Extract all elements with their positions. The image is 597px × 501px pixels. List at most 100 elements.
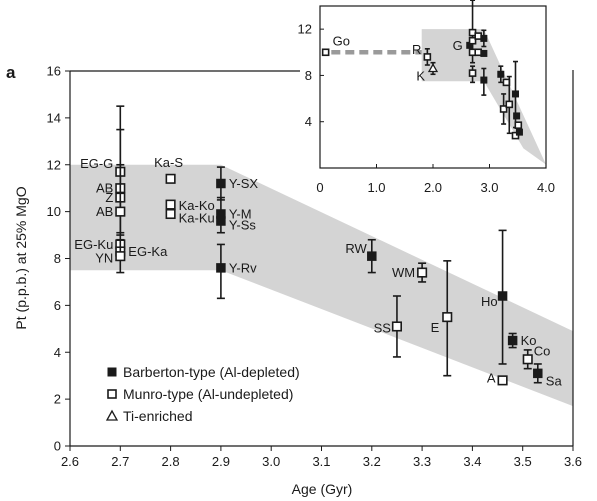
point-label: Y-SX	[229, 176, 258, 191]
inset-munro-point	[514, 121, 523, 129]
barberton-point-ko	[507, 335, 518, 346]
point-label: EG-G	[80, 156, 113, 171]
inset-point-label: Go	[333, 33, 350, 48]
x-tick-label: 3.3	[413, 454, 431, 469]
inset-munro-point	[321, 48, 330, 57]
legend-marker-munro	[107, 389, 117, 399]
munro-point-wm	[417, 267, 428, 278]
y-tick-label: 8	[54, 251, 61, 266]
x-tick-label: 3.0	[262, 454, 280, 469]
inset-x-tick-label: 2.0	[424, 180, 442, 195]
munro-point-a	[497, 375, 508, 386]
y-tick-label: 2	[54, 392, 61, 407]
inset-x-tick-label: 0	[316, 180, 323, 195]
point-label: Y-M	[229, 206, 252, 221]
barberton-point-ho	[497, 291, 508, 301]
inset-munro-point	[468, 36, 477, 45]
barberton-point-y-sx	[216, 178, 226, 189]
point-label: Co	[534, 343, 551, 358]
inset-point-label: R	[412, 42, 421, 57]
inset-plot: 0 1.0 2.0 3.0 4.0 4 8 12 Go RK G	[298, 0, 555, 195]
inset-y-tick-label: 8	[305, 68, 312, 83]
inset-x-tick-label: 1.0	[367, 180, 385, 195]
point-label: Sa	[546, 373, 563, 388]
legend-marker-barberton	[107, 367, 117, 377]
munro-point-ab	[115, 206, 126, 217]
inset-barberton-point	[480, 34, 488, 42]
inset-point-label: G	[453, 38, 463, 53]
legend-label: Barberton-type (Al-depleted)	[123, 364, 300, 380]
munro-point-yn	[115, 251, 126, 262]
point-label: Ka-Ko	[179, 198, 215, 213]
x-tick-label: 2.9	[212, 454, 230, 469]
y-tick-label: 14	[47, 110, 61, 125]
panel-label: a	[6, 63, 16, 82]
x-tick-label: 2.6	[61, 454, 79, 469]
point-label: RW	[345, 241, 367, 256]
inset-point-label: K	[416, 68, 425, 83]
munro-point-ka-s	[165, 173, 176, 184]
point-label: Z	[105, 190, 113, 205]
y-tick-label: 10	[47, 204, 61, 219]
barberton-point-y-rv	[216, 263, 226, 273]
inset-munro-point	[474, 32, 483, 40]
munro-point-ka-ku	[165, 208, 176, 220]
inset-munro-point	[423, 53, 432, 61]
x-tick-label: 3.2	[363, 454, 381, 469]
inset-barberton-point	[511, 90, 519, 98]
y-tick-label: 4	[54, 345, 61, 360]
point-label: Ho	[481, 294, 498, 309]
x-tick-label: 3.6	[564, 454, 582, 469]
legend-label: Munro-type (Al-undepleted)	[123, 386, 293, 402]
point-label: A	[487, 370, 496, 385]
point-label: EG-Ka	[128, 244, 168, 259]
inset-x-tick-label: 3.0	[480, 180, 498, 195]
point-label: AB	[96, 204, 113, 219]
x-tick-label: 2.8	[162, 454, 180, 469]
y-tick-label: 0	[54, 439, 61, 454]
inset-barberton-point	[480, 49, 488, 57]
inset-munro-point	[499, 105, 508, 113]
inset-envelope	[421, 29, 546, 165]
point-label: Ka-Ku	[179, 210, 215, 225]
legend-label: Ti-enriched	[123, 408, 193, 424]
inset-munro-point	[474, 48, 483, 57]
y-tick-label: 16	[47, 64, 61, 79]
inset-x-tick-label: 4.0	[537, 180, 555, 195]
point-label: Ko	[521, 333, 537, 348]
inset-y-tick-label: 4	[305, 114, 312, 129]
x-tick-label: 3.4	[463, 454, 481, 469]
point-label: WM	[392, 265, 415, 280]
legend-marker-ti	[105, 409, 119, 421]
barberton-point-y-ss	[216, 216, 226, 226]
inset-barberton-point	[513, 112, 521, 120]
inset-barberton-point	[497, 70, 505, 78]
x-tick-label: 3.5	[514, 454, 532, 469]
point-label: Y-Rv	[229, 260, 257, 275]
munro-point-e	[442, 312, 453, 323]
barberton-point-rw	[367, 251, 377, 261]
inset-barberton-point	[515, 128, 523, 136]
x-tick-label: 3.1	[312, 454, 330, 469]
barberton-point-sa	[533, 368, 543, 379]
inset-barberton-point	[480, 76, 488, 84]
inset-munro-point	[468, 69, 477, 77]
x-axis-title: Age (Gyr)	[292, 481, 353, 497]
y-axis-title: Pt (p.p.b.) at 25% MgO	[13, 186, 29, 329]
point-label: EG-Ku	[74, 237, 113, 252]
x-tick-label: 2.7	[111, 454, 129, 469]
point-label: YN	[95, 251, 113, 266]
point-label: AB	[96, 181, 113, 196]
point-label: E	[431, 320, 440, 335]
point-label: Y-Ss	[229, 218, 256, 233]
point-label: Ka-S	[154, 155, 183, 170]
inset-munro-point	[505, 100, 514, 109]
munro-point-ka-ko	[165, 199, 176, 210]
munro-point-co	[522, 354, 533, 365]
inset-y-tick-label: 12	[298, 22, 312, 37]
inset-ti-point	[427, 63, 439, 73]
y-tick-label: 12	[47, 157, 61, 172]
point-label: SS	[374, 320, 392, 335]
munro-point-ss	[391, 321, 403, 332]
